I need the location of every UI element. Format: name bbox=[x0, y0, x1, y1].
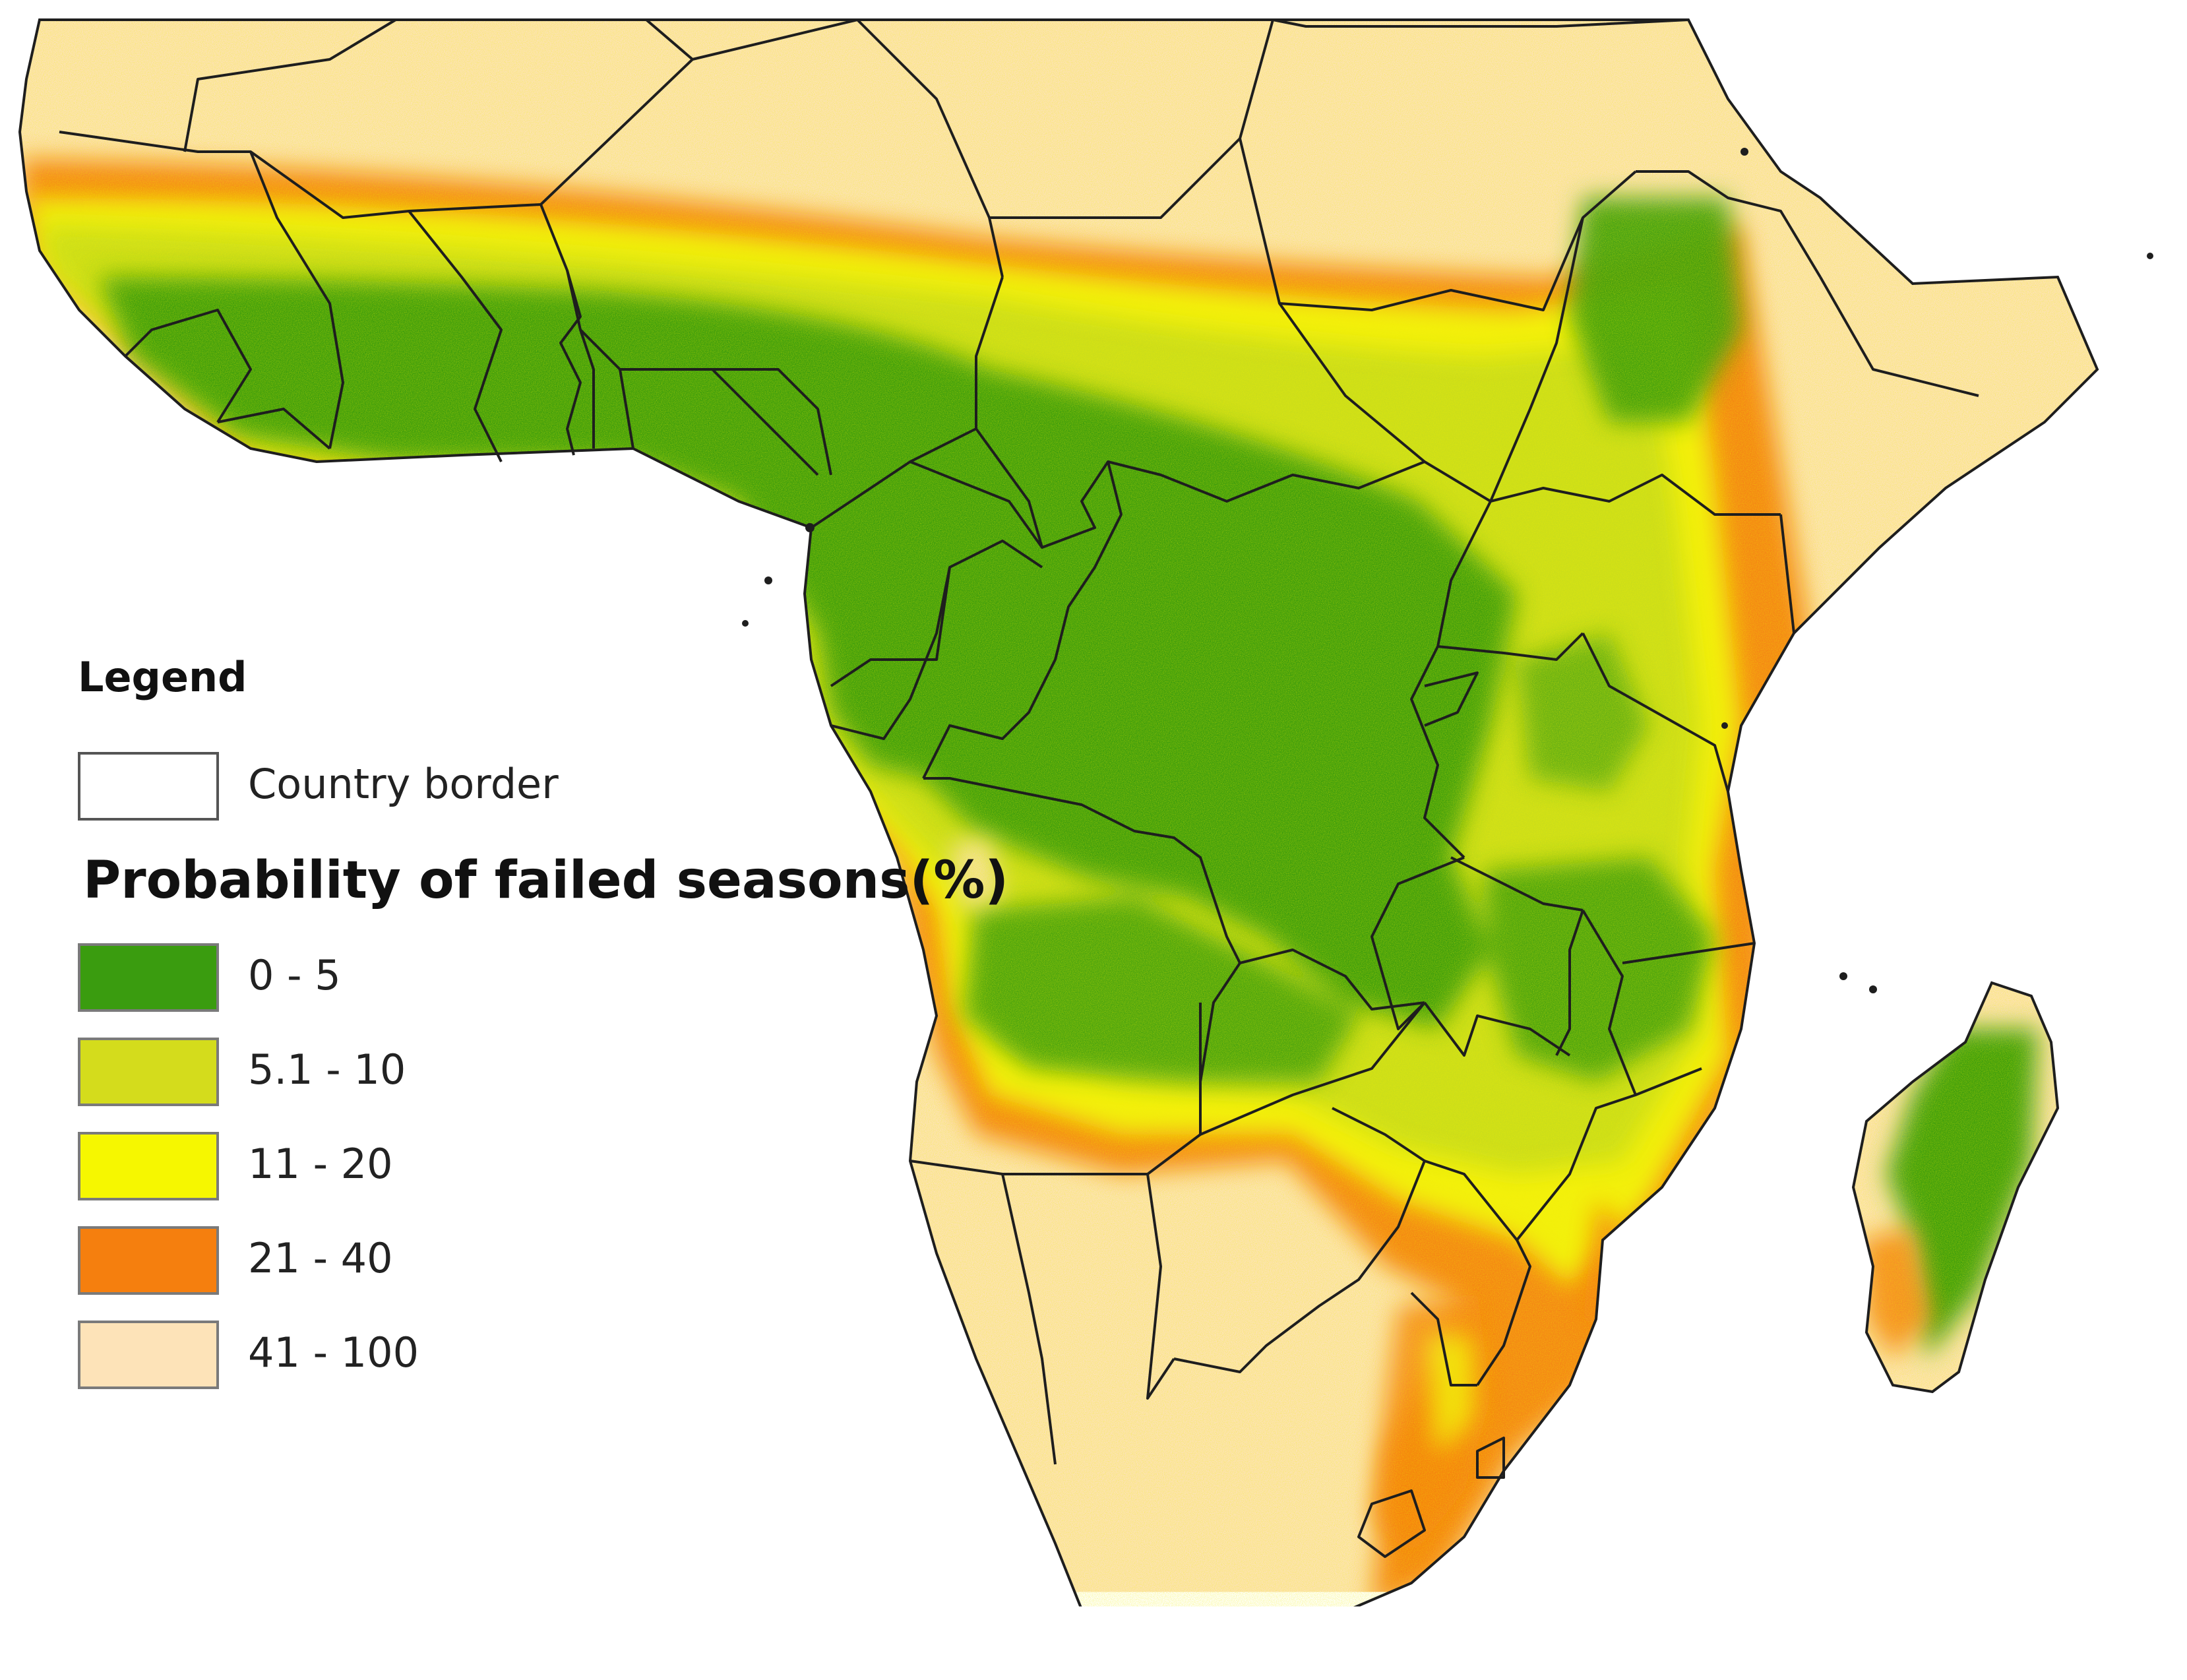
legend-class-row: 11 - 20 bbox=[78, 1132, 935, 1202]
legend-title: Legend bbox=[78, 653, 247, 701]
class-label: 41 - 100 bbox=[248, 1328, 419, 1377]
class-swatch bbox=[78, 1038, 219, 1106]
class-label: 5.1 - 10 bbox=[248, 1045, 406, 1094]
class-label: 0 - 5 bbox=[248, 951, 341, 999]
country-border-swatch bbox=[78, 752, 219, 821]
class-swatch bbox=[78, 1132, 219, 1200]
legend-class-row: 21 - 40 bbox=[78, 1226, 935, 1296]
class-swatch bbox=[78, 1226, 219, 1295]
country-border-label: Country border bbox=[248, 760, 559, 808]
class-label: 11 - 20 bbox=[248, 1140, 393, 1188]
legend-class-row: 0 - 5 bbox=[78, 943, 935, 1013]
class-swatch bbox=[78, 943, 219, 1012]
class-label: 21 - 40 bbox=[248, 1234, 393, 1282]
legend-class-row: 41 - 100 bbox=[78, 1321, 935, 1390]
legend-class-row: 5.1 - 10 bbox=[78, 1038, 935, 1107]
legend-border-row: Country border bbox=[78, 752, 935, 822]
legend-heading: Probability of failed seasons(%) bbox=[83, 851, 1008, 910]
class-swatch bbox=[78, 1321, 219, 1389]
